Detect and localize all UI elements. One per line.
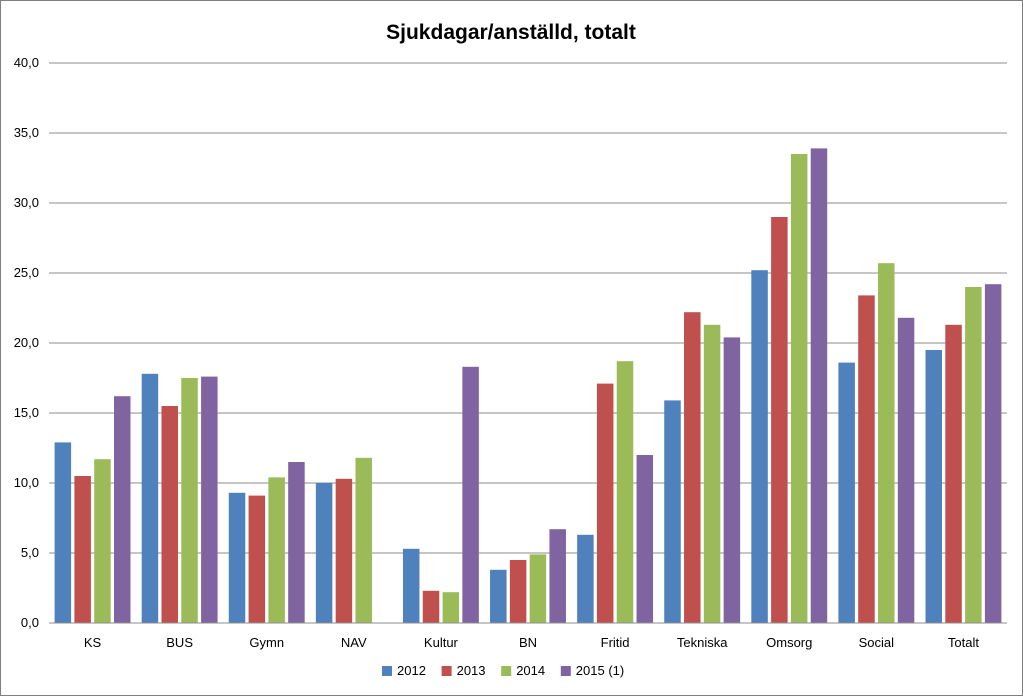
bar <box>945 324 962 623</box>
y-tick-label: 30,0 <box>14 195 39 210</box>
bar <box>181 378 198 623</box>
bar <box>161 406 178 623</box>
legend-swatch <box>501 666 512 676</box>
bar <box>490 569 507 623</box>
legend-item: 2013 <box>441 663 486 678</box>
bar <box>878 263 895 623</box>
legend-swatch <box>441 666 452 676</box>
x-tick-label: BUS <box>166 635 193 650</box>
legend-label: 2012 <box>397 663 426 678</box>
x-tick-label: Social <box>859 635 895 650</box>
bar <box>664 400 681 623</box>
y-tick-label: 35,0 <box>14 125 39 140</box>
bar <box>636 455 654 623</box>
bar <box>751 270 768 623</box>
bar <box>74 476 91 623</box>
bar <box>790 154 808 623</box>
bar <box>462 366 479 623</box>
bar <box>509 560 527 623</box>
x-tick-label: Gymn <box>249 635 284 650</box>
bar <box>114 396 131 623</box>
legend-item: 2012 <box>382 663 426 678</box>
y-tick-label: 0,0 <box>21 615 39 630</box>
x-tick-label: Tekniska <box>677 635 728 650</box>
bar <box>402 548 420 623</box>
bar <box>984 284 1002 623</box>
bar <box>549 529 566 623</box>
x-tick-label: KS <box>84 635 102 650</box>
bar <box>897 317 915 623</box>
bar <box>616 361 634 623</box>
bar <box>54 442 72 623</box>
bar <box>703 324 721 623</box>
bar <box>268 477 285 623</box>
x-tick-label: Kultur <box>424 635 459 650</box>
bar <box>248 495 266 623</box>
bar <box>723 337 741 623</box>
bar <box>529 554 547 623</box>
legend-swatch <box>382 666 392 676</box>
x-tick-label: Totalt <box>948 635 979 650</box>
chart-title: Sjukdagar/anställd, totalt <box>386 21 636 44</box>
bar <box>810 148 828 623</box>
bar <box>228 492 246 623</box>
x-axis-tick-labels: KS BUS Gymn NAV Kultur BN Fritid Tekniska Omsorg… <box>84 635 979 650</box>
y-tick-label: 25,0 <box>14 265 39 280</box>
legend: 2012 2013 2014 2015 (1) <box>382 663 624 678</box>
bar <box>596 383 614 623</box>
bar <box>577 534 594 623</box>
legend-item: 2015 (1) <box>560 663 624 678</box>
y-tick-label: 10,0 <box>14 475 39 490</box>
legend-label: 2013 <box>457 663 486 678</box>
bar <box>925 350 942 623</box>
bar <box>201 376 218 623</box>
bar <box>94 459 111 623</box>
y-axis-tick-labels: 0,0 5,0 10,0 15,0 20,0 25,0 30,0 35,0 40,0 <box>14 55 39 630</box>
bar <box>858 295 875 623</box>
x-tick-label: Fritid <box>601 635 630 650</box>
legend-label: 2015 (1) <box>576 663 624 678</box>
bar <box>771 217 788 623</box>
y-tick-label: 5,0 <box>21 545 39 560</box>
bars <box>54 148 1002 623</box>
bar <box>838 362 855 623</box>
bar <box>141 373 159 623</box>
x-tick-label: Omsorg <box>766 635 812 650</box>
bar <box>355 457 372 623</box>
bar <box>288 462 305 623</box>
bar <box>422 590 440 623</box>
bar <box>315 483 333 623</box>
x-tick-label: BN <box>519 635 537 650</box>
y-tick-label: 40,0 <box>14 55 39 70</box>
legend-item: 2014 <box>501 663 545 678</box>
y-tick-label: 15,0 <box>14 405 39 420</box>
bar <box>684 312 701 623</box>
bar <box>442 592 460 623</box>
bar <box>965 287 982 623</box>
x-tick-label: NAV <box>341 635 367 650</box>
legend-label: 2014 <box>516 663 545 678</box>
legend-swatch <box>560 666 571 676</box>
y-tick-label: 20,0 <box>14 335 39 350</box>
bar <box>335 478 353 623</box>
